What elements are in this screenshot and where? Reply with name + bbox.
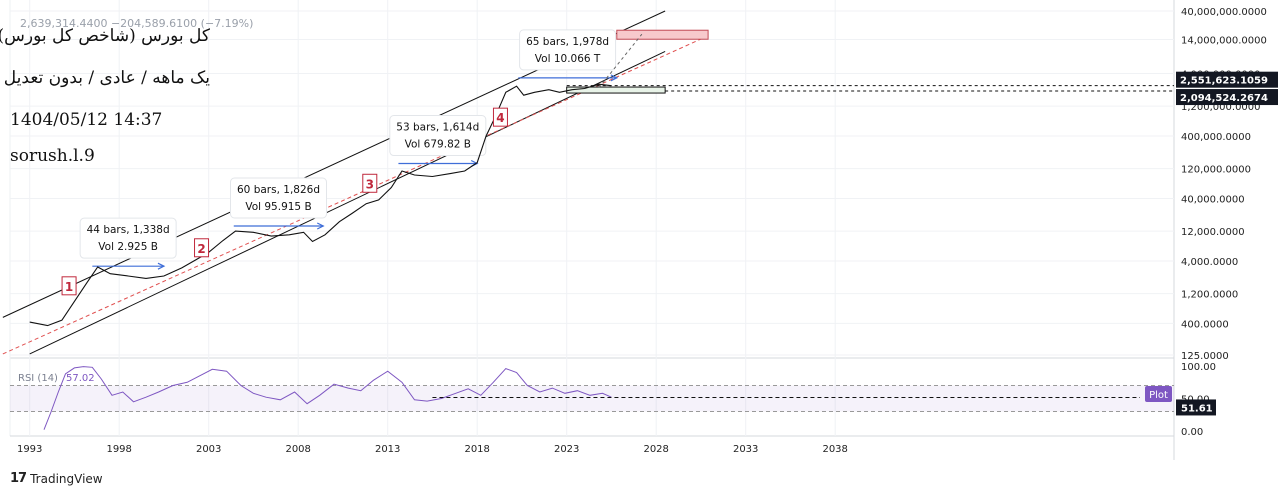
x-tick-label: 1993: [17, 444, 42, 455]
range-label-volume: Vol 2.925 B: [98, 241, 158, 253]
grid: [9, 0, 1175, 460]
x-tick-label: 2003: [196, 444, 221, 455]
rsi-plot-tag: [1145, 386, 1172, 402]
tradingview-brand[interactable]: 17 TradingView: [10, 471, 103, 486]
range-label-bars: 65 bars, 1,978d: [526, 36, 609, 48]
y-tick-label: 1,200,000.0000: [1181, 102, 1261, 113]
y-tick-label: 40,000.0000: [1181, 194, 1245, 205]
x-tick-label: 2028: [643, 444, 668, 455]
range-label-bars: 53 bars, 1,614d: [396, 122, 479, 134]
y-tick-label: 400,000.0000: [1181, 132, 1251, 143]
rsi-tick-label: 0.00: [1181, 427, 1203, 438]
y-tick-label: 125.0000: [1181, 351, 1229, 362]
rsi-plot-label: Plot: [1149, 390, 1168, 401]
price-axis[interactable]: 40,000,000.000014,000,000.00004,000,000.…: [1176, 7, 1278, 438]
cycle-marker-number: 4: [496, 111, 504, 125]
x-tick-label: 2023: [554, 444, 579, 455]
cycle-marker-number: 1: [65, 280, 73, 294]
tradingview-logo-icon: 17: [10, 471, 27, 486]
rsi-last-tag: 51.61: [1181, 403, 1213, 414]
range-arrowhead: [157, 262, 166, 270]
chart-note-subtitle: یک ماهه / عادی / بدون تعدیل: [3, 68, 210, 88]
price-tag-bg: [1176, 71, 1278, 88]
rsi-band: [10, 385, 1174, 412]
price-tag-label: 2,551,623.1059: [1180, 76, 1268, 87]
cycle-marker-box: [492, 107, 508, 127]
range-label-volume: Vol 679.82 B: [405, 139, 471, 151]
y-tick-label: 12,000.0000: [1181, 227, 1245, 238]
target-box: [616, 29, 709, 40]
cycle-markers: 1 2 3 4: [61, 107, 508, 296]
cycle-marker-box: [61, 276, 77, 296]
rsi-series: [43, 366, 612, 430]
cycle-marker-number: 2: [197, 242, 205, 256]
range-label-bars: 44 bars, 1,338d: [87, 224, 170, 236]
x-tick-label: 2013: [375, 444, 400, 455]
range-label-bars: 60 bars, 1,826d: [237, 184, 320, 196]
price-tag-label: 2,094,524.2674: [1180, 93, 1268, 104]
cycle-marker-box: [194, 238, 210, 258]
range-label-box: [230, 177, 327, 219]
range-arrowhead: [610, 74, 619, 82]
ohlc-header: 2,639,314.4400 −204,589.6100 (−7.19%): [20, 17, 254, 30]
channel-lower-line: [29, 51, 666, 355]
y-tick-label: 1,200.0000: [1181, 290, 1238, 301]
range-label-box: [79, 217, 177, 259]
rsi-pane: RSI (14) 57.02 Plot: [10, 366, 1174, 430]
rsi-last-tag-bg: [1176, 399, 1216, 416]
rsi-label: RSI (14): [18, 373, 58, 384]
y-tick-label: 120,000.0000: [1181, 165, 1251, 176]
chart-note-author: sorush.l.9: [10, 146, 95, 166]
x-tick-label: 2038: [822, 444, 847, 455]
support-box: [566, 86, 666, 94]
range-label-volume: Vol 95.915 B: [245, 201, 311, 213]
price-tag-bg: [1176, 89, 1278, 106]
range-label-volume: Vol 10.066 T: [535, 53, 601, 65]
price-series: [29, 83, 612, 327]
x-tick-label: 2008: [285, 444, 310, 455]
time-axis[interactable]: 1993 1998 2003 2008 2013 2018 2023 2028 2033 2038: [17, 444, 848, 455]
range-label-box: [519, 29, 617, 71]
rsi-value: 57.02: [66, 373, 95, 384]
range-measurements: 44 bars, 1,338d Vol 2.925 B 60 bars, 1,826…: [79, 29, 1174, 270]
x-tick-label: 2033: [733, 444, 758, 455]
y-tick-label: 40,000,000.0000: [1181, 7, 1267, 18]
cycle-marker-number: 3: [366, 177, 374, 191]
price-line: [29, 83, 612, 327]
x-tick-label: 1998: [106, 444, 131, 455]
rsi-tick-label: 100.00: [1181, 362, 1216, 373]
cycle-marker-box: [362, 173, 378, 193]
y-tick-label: 14,000,000.0000: [1181, 35, 1267, 46]
x-tick-label: 2018: [464, 444, 489, 455]
y-tick-label: 4,000.0000: [1181, 257, 1238, 268]
chart-note-datetime: 1404/05/12 14:37: [10, 110, 163, 130]
chart-note-title: کل بورس (شاخص کل بورس): [0, 26, 210, 46]
y-tick-label: 400.0000: [1181, 319, 1229, 330]
range-arrowhead: [316, 222, 325, 230]
brand-name: TradingView: [30, 471, 103, 486]
